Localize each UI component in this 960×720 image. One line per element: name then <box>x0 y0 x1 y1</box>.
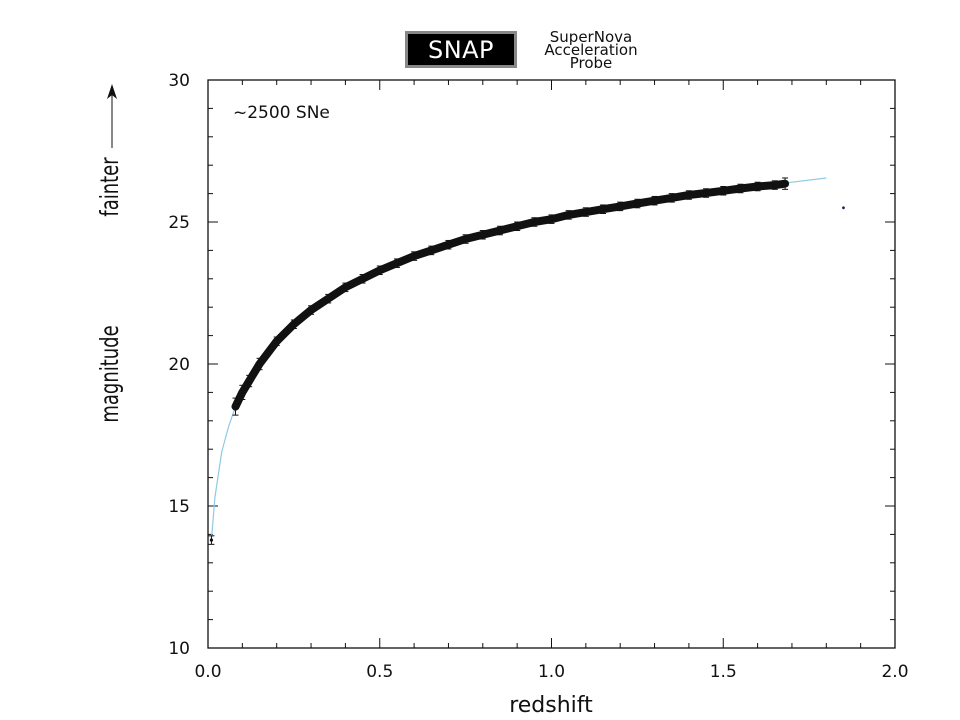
axis-ticks <box>207 79 896 649</box>
y-tick-label: 25 <box>168 213 190 233</box>
snap-logo-subtitle: SuperNova Acceleration Probe <box>521 28 661 72</box>
snap-logo-word: SNAP <box>427 35 495 64</box>
y-tick-label: 20 <box>168 355 190 375</box>
isolated-point <box>842 206 845 210</box>
snap-logo: SNAP <box>405 31 517 68</box>
y-tick-label: 30 <box>168 71 190 91</box>
data-point <box>208 535 215 545</box>
fainter-label: fainter <box>96 157 125 216</box>
x-tick-label: 1.5 <box>710 662 737 682</box>
y-tick-label: 10 <box>168 639 190 659</box>
plot-frame <box>207 79 896 649</box>
x-tick-label: 2.0 <box>881 662 908 682</box>
y-tick-labels: 10 15 20 25 30 <box>168 71 190 659</box>
logo-line-acceleration: Acceleration <box>544 41 638 59</box>
y-tick-label: 15 <box>168 497 190 517</box>
fainter-arrow-icon <box>107 84 117 148</box>
x-tick-label: 1.0 <box>538 662 565 682</box>
plot-area: 0.0 0.5 1.0 1.5 2.0 10 15 20 25 30 <box>168 71 908 682</box>
x-axis-title: redshift <box>509 693 593 718</box>
logo-line-supernova: SuperNova <box>549 28 633 46</box>
x-tick-labels: 0.0 0.5 1.0 1.5 2.0 <box>194 662 908 682</box>
point-marker <box>209 538 214 542</box>
y-axis-title: magnitude <box>96 325 125 422</box>
model-curve-layer <box>210 177 827 541</box>
dense-data-band <box>231 179 790 411</box>
sample-size-annotation: ~2500 SNe <box>233 103 330 123</box>
x-tick-label: 0.5 <box>366 662 393 682</box>
x-tick-label: 0.0 <box>194 662 221 682</box>
model-curve <box>210 177 827 541</box>
data-points-layer <box>208 177 845 545</box>
logo-line-probe: Probe <box>569 54 613 72</box>
